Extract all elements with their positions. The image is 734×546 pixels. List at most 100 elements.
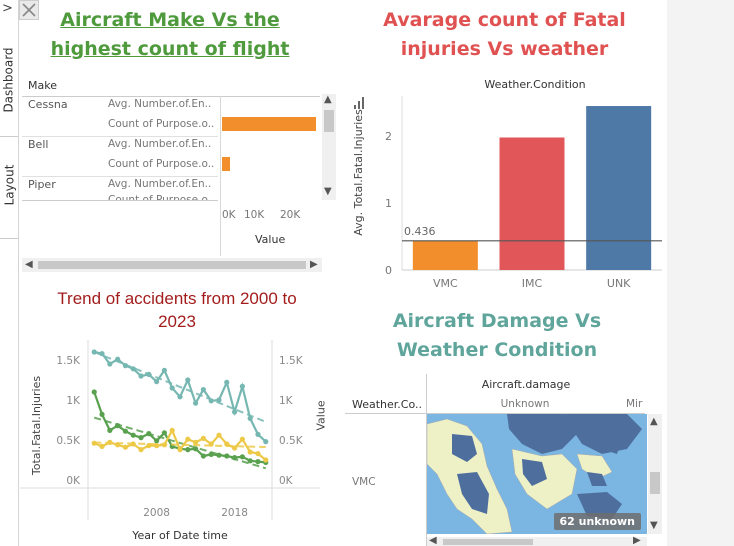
y-tick-label: 2: [385, 130, 392, 143]
y-tick-label-right: 0.5K: [279, 435, 304, 447]
x-tick-label: 2008: [143, 507, 170, 519]
y-tick-label-right: 1K: [279, 395, 294, 407]
measure-label: Avg. Number.of.En..: [108, 178, 212, 190]
expand-icon[interactable]: >: [2, 1, 13, 16]
y-tick-label-left: 0.5K: [56, 435, 81, 447]
data-point: [91, 440, 97, 446]
scroll-right-icon[interactable]: ▶: [633, 535, 641, 546]
tab-dashboard[interactable]: Dashboard: [0, 40, 18, 120]
scroll-left-icon[interactable]: ◀: [429, 535, 437, 546]
data-point: [263, 439, 269, 445]
tab-dashboard-label: Dashboard: [2, 47, 17, 113]
axis-tick: 10K: [244, 209, 265, 221]
data-point: [154, 443, 160, 449]
data-point: [91, 389, 97, 395]
make-title: Aircraft Make Vs the highest count of fl…: [25, 6, 315, 64]
axis-tick: 20K: [280, 209, 301, 221]
data-point: [161, 430, 168, 436]
make-title-line2: highest count of flight: [50, 38, 290, 60]
data-point: [169, 427, 175, 433]
side-panel: > Dashboard Layout: [0, 0, 19, 546]
data-point: [239, 436, 245, 442]
make-table: Make Cessna Avg. Number.of.En.. Count of…: [22, 74, 336, 272]
data-point: [146, 371, 152, 377]
fatal-bar-chart: 0 1 2 VMC IMC UNK 0.436: [385, 96, 662, 290]
damage-row-vmc: VMC: [352, 476, 376, 488]
data-point: [192, 400, 199, 406]
data-point: [224, 379, 230, 385]
trend-line-2: [94, 441, 266, 449]
data-point: [216, 397, 222, 403]
data-point: [115, 423, 121, 429]
reference-line-label: 0.436: [404, 225, 436, 238]
y-tick-label-left: 1.5K: [56, 355, 81, 367]
damage-row-header: Weather.Co..: [352, 398, 423, 411]
x-tick-label: VMC: [433, 277, 458, 290]
data-point: [200, 435, 206, 441]
make-horizontal-scrollbar[interactable]: ◀ ▶: [22, 258, 322, 272]
data-point: [107, 361, 113, 367]
scroll-thumb[interactable]: [324, 110, 334, 132]
fatal-title-line1: Avarage count of Fatal: [383, 9, 626, 31]
data-point: [208, 441, 214, 447]
damage-vertical-scrollbar[interactable]: ▲ ▼: [648, 414, 662, 534]
scroll-down-icon[interactable]: ▼: [650, 520, 658, 531]
close-button[interactable]: [19, 0, 39, 20]
data-point: [208, 451, 214, 457]
scroll-up-icon[interactable]: ▲: [650, 416, 658, 427]
data-point: [231, 409, 238, 415]
data-point: [169, 385, 175, 391]
damage-col-header: Aircraft.damage: [481, 378, 571, 391]
data-point: [130, 366, 136, 372]
tab-layout[interactable]: Layout: [0, 150, 18, 220]
data-point: [154, 379, 160, 385]
trend-title: Trend of accidents from 2000 to 2023: [22, 287, 332, 333]
close-icon: [22, 3, 36, 17]
data-point: [192, 439, 199, 445]
make-title-line1: Aircraft Make Vs the: [60, 9, 280, 31]
scroll-right-icon[interactable]: ▶: [310, 259, 318, 270]
damage-col-minor: Mir: [626, 398, 643, 410]
scroll-up-icon[interactable]: ▲: [324, 94, 332, 105]
damage-col-unknown: Unknown: [500, 398, 550, 410]
sort-icon[interactable]: [353, 96, 365, 110]
data-point: [99, 411, 105, 417]
data-point: [161, 442, 168, 448]
bar-imc: [499, 137, 565, 270]
data-point: [146, 431, 152, 437]
data-point: [99, 351, 105, 357]
world-map[interactable]: 62 unknown: [427, 414, 647, 534]
data-point: [177, 447, 183, 453]
damage-horizontal-scrollbar[interactable]: ◀ ▶: [427, 535, 647, 546]
make-bar-bell: [222, 157, 230, 171]
damage-title: Aircraft Damage Vs Weather Condition: [352, 307, 642, 365]
scroll-thumb[interactable]: [443, 539, 533, 545]
unknown-badge[interactable]: 62 unknown: [553, 513, 641, 530]
scroll-down-icon[interactable]: ▼: [324, 186, 332, 197]
data-point: [255, 459, 261, 465]
scroll-thumb[interactable]: [38, 261, 306, 269]
data-point: [154, 438, 160, 444]
data-point: [107, 439, 113, 445]
fatal-title-line2: injuries Vs weather: [400, 38, 609, 60]
data-point: [122, 444, 129, 450]
scroll-thumb[interactable]: [650, 472, 660, 494]
fatal-title: Avarage count of Fatal injuries Vs weath…: [352, 6, 657, 64]
tab-divider: [0, 238, 18, 239]
data-point: [247, 458, 253, 464]
dashboard-margin: [667, 0, 734, 546]
world-map-svg: [427, 414, 642, 534]
value-axis-label: Value: [255, 233, 286, 246]
data-point: [200, 387, 206, 393]
data-point: [138, 447, 144, 453]
make-row-label: Bell: [28, 138, 49, 151]
data-point: [185, 447, 191, 453]
scroll-left-icon[interactable]: ◀: [25, 259, 33, 270]
measure-label-cut: Count of Purpose.o..: [108, 194, 215, 200]
data-point: [224, 441, 230, 447]
data-point: [122, 363, 129, 369]
trend-line-1: [93, 416, 267, 470]
data-point: [122, 428, 129, 434]
make-vertical-scrollbar[interactable]: ▲ ▼: [322, 94, 336, 200]
trend-line-0: [93, 351, 267, 423]
